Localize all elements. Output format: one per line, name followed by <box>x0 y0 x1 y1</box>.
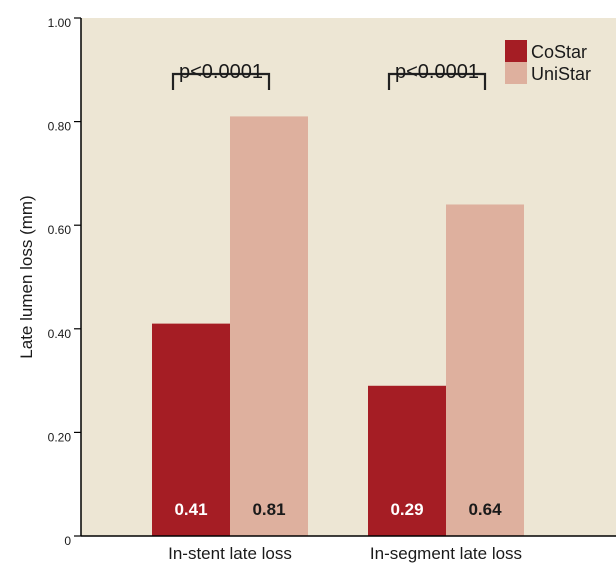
y-axis <box>80 18 616 537</box>
p-value-label: p<0.0001 <box>395 61 479 83</box>
y-ticks: 0 0.20 0.40 0.60 0.80 1.00 <box>48 16 81 548</box>
y-tick-label: 1.00 <box>48 16 72 30</box>
y-axis-title: Late lumen loss (mm) <box>17 195 36 358</box>
y-tick-label: 0.20 <box>48 430 72 444</box>
bar-unistar <box>446 204 524 537</box>
bar-value-label: 0.29 <box>390 500 423 519</box>
y-tick-label: 0.80 <box>48 120 72 134</box>
legend-label: UniStar <box>531 64 591 84</box>
annotations-layer: p<0.0001 p<0.0001 <box>171 61 487 90</box>
significance-bracket <box>171 72 271 90</box>
significance-bracket <box>387 72 487 90</box>
p-value-label: p<0.0001 <box>179 61 263 83</box>
bar-costar <box>368 385 446 536</box>
y-tick-label: 0 <box>64 534 71 548</box>
x-category-labels: In-stent late loss In-segment late loss <box>168 544 522 563</box>
bar-value-label: 0.41 <box>174 500 207 519</box>
legend-swatch-costar <box>505 40 527 62</box>
bars-layer: 0.41 0.29 0.81 0.64 <box>152 116 524 537</box>
x-category-label: In-stent late loss <box>168 544 292 563</box>
bar-costar <box>152 323 230 536</box>
y-tick-label: 0.40 <box>48 327 72 341</box>
x-category-label: In-segment late loss <box>370 544 522 563</box>
y-tick-label: 0.60 <box>48 223 72 237</box>
legend-swatch-unistar <box>505 62 527 84</box>
legend-label: CoStar <box>531 42 587 62</box>
bar-value-label: 0.81 <box>252 500 285 519</box>
bar-unistar <box>230 116 308 537</box>
bar-value-label: 0.64 <box>468 500 502 519</box>
